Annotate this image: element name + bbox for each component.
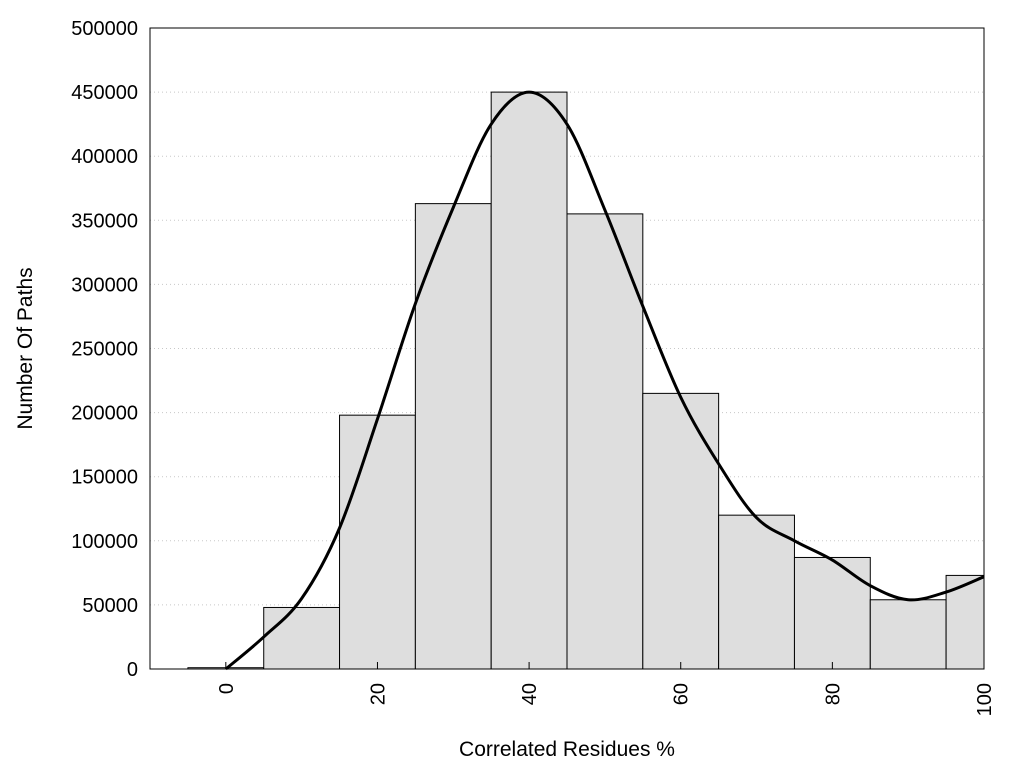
histogram-bar	[642, 392, 720, 670]
x-tick-label: 40	[519, 683, 541, 705]
histogram-bar	[566, 213, 644, 670]
y-tick-label: 500000	[71, 18, 138, 40]
y-tick-label: 400000	[71, 146, 138, 168]
density-curve-group	[224, 90, 985, 671]
y-tick-label: 350000	[71, 210, 138, 232]
y-tick-label: 150000	[71, 467, 138, 489]
histogram-bars	[187, 91, 985, 670]
plot-area-frame	[149, 27, 985, 670]
histogram-bar	[339, 414, 416, 670]
y-tick-label: 200000	[71, 403, 138, 425]
x-tick-label: 100	[974, 683, 996, 716]
histogram-bar	[263, 606, 341, 670]
histogram-bar	[490, 91, 568, 670]
y-tick-label: 0	[127, 659, 138, 681]
x-tick-label: 80	[822, 683, 844, 705]
y-tick-label: 100000	[71, 531, 138, 553]
x-tick-label: 60	[671, 683, 693, 705]
histogram-bar	[718, 514, 795, 670]
histogram-bar	[793, 556, 871, 670]
x-axis-label: Correlated Residues %	[459, 738, 675, 761]
y-tick-label: 50000	[82, 595, 138, 617]
y-tick-label: 300000	[71, 274, 138, 296]
y-tick-label: 450000	[71, 82, 138, 104]
y-axis-ticks: 0 50000 100000 150000 200000 250000 300000 3500…	[71, 18, 138, 681]
x-tick-label: 20	[367, 683, 389, 705]
x-axis-ticks: 0 20 40 60 80 100	[216, 662, 996, 716]
y-axis-label: Number Of Paths	[14, 267, 37, 429]
histogram-bar	[869, 599, 947, 670]
density-curve	[224, 90, 985, 671]
y-tick-label: 250000	[71, 339, 138, 361]
x-tick-label: 0	[216, 683, 238, 694]
